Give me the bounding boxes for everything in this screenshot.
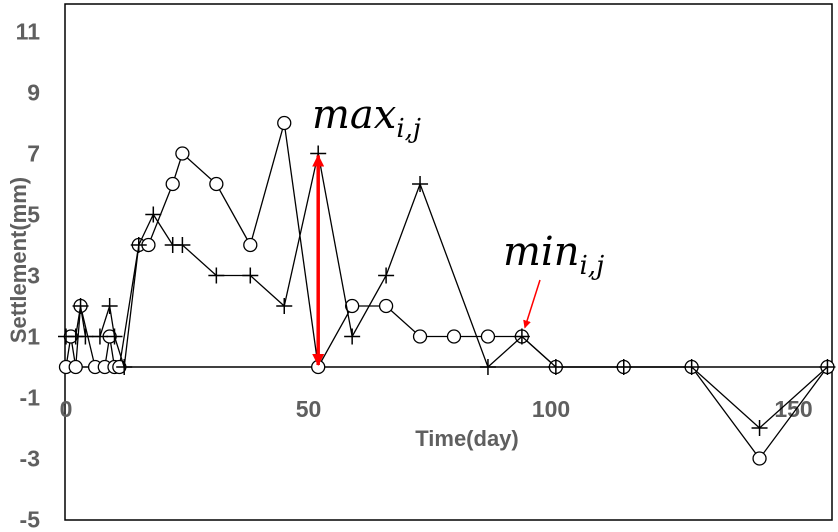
series-line-2 [66,153,828,429]
plus-marker [77,328,94,345]
y-tick-label: -5 [20,507,41,532]
plus-marker [547,359,564,375]
circle-marker [446,329,462,344]
y-tick-label: 7 [27,141,40,167]
plus-marker [276,298,293,314]
plus-marker [819,359,836,375]
x-tick-label: 100 [532,396,570,422]
plus-marker [378,267,395,284]
min-arrow [523,279,541,329]
y-tick-label: 1 [27,324,40,350]
plus-marker [116,359,133,375]
plus-marker [479,359,496,375]
plot-frame [64,3,833,521]
circle-marker [175,146,190,161]
max-label: maxi,j [312,92,421,144]
circle-marker [344,298,360,314]
y-tick-label: -3 [20,446,40,472]
plus-marker [101,298,118,314]
plus-marker [145,206,162,223]
plus-marker [130,237,147,253]
circle-marker [378,298,394,314]
x-axis-label: Time(day) [415,426,519,451]
x-tick-label: 0 [60,396,73,422]
circle-marker [209,176,224,192]
circle-marker [165,176,180,192]
plus-marker [91,328,108,345]
x-tick-label: 50 [296,396,322,422]
plus-marker [106,328,123,345]
y-tick-label: 11 [16,19,41,45]
circle-marker [243,237,258,253]
y-tick-label: 9 [27,80,40,106]
plus-marker [208,267,225,284]
circle-marker [412,329,428,344]
circle-marker [752,451,767,466]
plus-marker [72,298,89,314]
plus-marker [242,267,259,284]
plus-marker [412,176,429,192]
y-tick-label: -1 [20,385,41,411]
circle-marker [277,115,292,131]
plus-marker [513,328,530,345]
y-tick-label: 3 [27,263,40,289]
plus-marker [615,359,632,375]
plus-marker [683,359,700,375]
series-line-1 [65,122,828,460]
min-label: mini,j [503,229,604,281]
circle-marker [480,329,496,344]
circle-marker [68,359,83,375]
plus-marker [344,328,361,345]
plus-marker [751,420,768,436]
plus-marker [174,237,191,253]
y-axis-label: Settlement(mm) [6,177,31,343]
y-tick-label: 5 [27,202,40,228]
